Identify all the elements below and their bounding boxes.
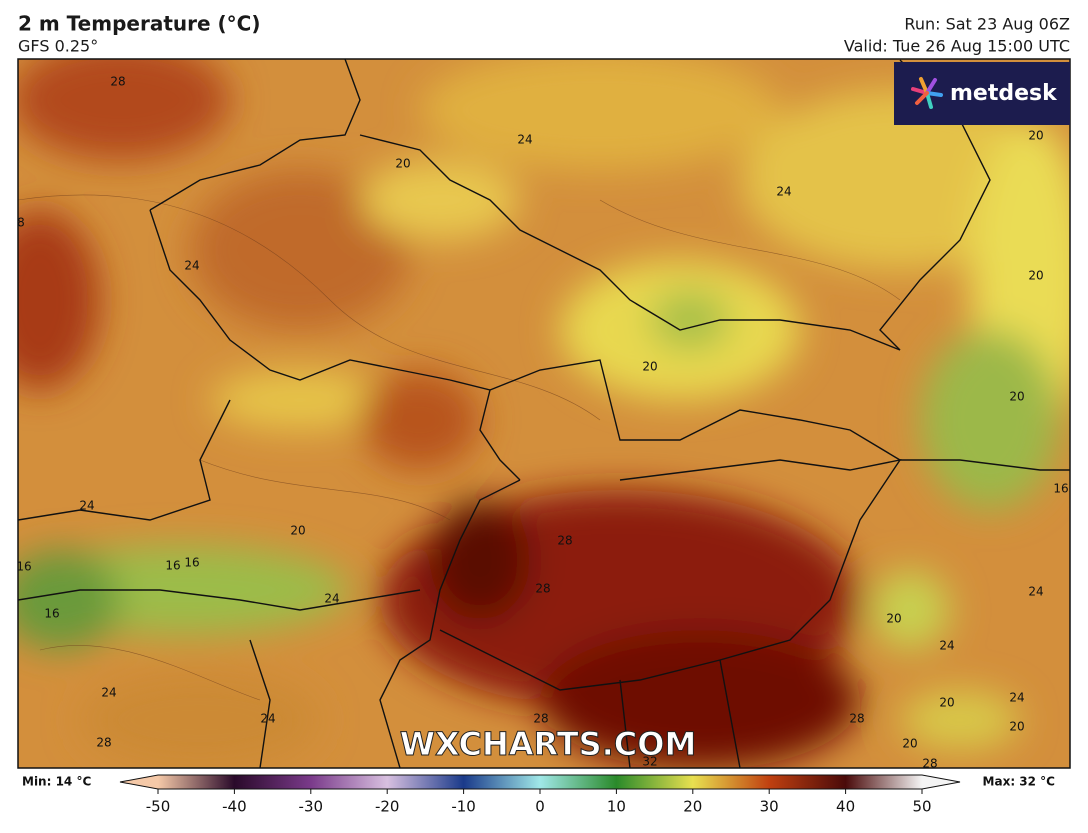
contour-label: 16	[1053, 482, 1068, 496]
colorbar-tick-label: 10	[607, 798, 626, 816]
contour-label: 28	[533, 712, 548, 726]
contour-label: 8	[17, 216, 25, 230]
contour-label: 20	[395, 157, 410, 171]
contour-label: 24	[184, 259, 199, 273]
logo-text: metdesk	[950, 81, 1058, 106]
subtitle: GFS 0.25°	[18, 37, 98, 56]
contour-label: 24	[1009, 691, 1024, 705]
colorbar-tick-label: 0	[535, 798, 545, 816]
colorbar-ticks: -50 -40 -30 -20 -10 0 10 20 30 40 50	[146, 789, 932, 816]
colorbar-tick-label: 40	[836, 798, 855, 816]
map	[18, 59, 1070, 768]
contour-label: 20	[290, 524, 305, 538]
colorbar-tick-label: 30	[760, 798, 779, 816]
contour-label: 28	[110, 75, 125, 89]
contour-label: 24	[776, 185, 791, 199]
contour-label: 16	[165, 559, 180, 573]
contour-label: 24	[79, 499, 94, 513]
watermark: WXCHARTS.COM	[400, 725, 697, 763]
contour-label: 20	[1028, 129, 1043, 143]
colorbar-tick-label: -20	[375, 798, 400, 816]
contour-label: 28	[557, 534, 572, 548]
contour-label: 28	[535, 582, 550, 596]
colorbar-tick-label: -40	[222, 798, 247, 816]
contour-label: 24	[324, 592, 339, 606]
contour-label: 24	[260, 712, 275, 726]
min-label: Min: 14 °C	[22, 775, 91, 789]
contour-label: 20	[1028, 269, 1043, 283]
colorbar-tick-label: 50	[912, 798, 931, 816]
contour-label: 16	[44, 607, 59, 621]
contour-label: 24	[1028, 585, 1043, 599]
colorbar-tick-label: -50	[146, 798, 171, 816]
contour-label: 20	[902, 737, 917, 751]
colorbar-tick-label: -30	[299, 798, 324, 816]
title: 2 m Temperature (°C)	[18, 12, 260, 36]
colorbar-tick-label: 20	[683, 798, 702, 816]
contour-label: 24	[939, 639, 954, 653]
contour-label: 16	[184, 556, 199, 570]
colorbar-tick-label: -10	[451, 798, 476, 816]
max-label: Max: 32 °C	[983, 775, 1056, 789]
valid-time: Valid: Tue 26 Aug 15:00 UTC	[844, 37, 1070, 56]
contour-label: 24	[517, 133, 532, 147]
colorbar	[119, 774, 961, 790]
contour-label: 20	[1009, 390, 1024, 404]
contour-label: 24	[101, 686, 116, 700]
contour-labels: 28 20 24 24 20 8 24 20 20 20 16 24 20 28 16 16 16 28 24 16 2…	[16, 75, 1068, 771]
contour-label: 20	[642, 360, 657, 374]
contour-label: 20	[1009, 720, 1024, 734]
contour-label: 16	[16, 560, 31, 574]
logo-icon	[911, 77, 943, 109]
contour-label: 32	[642, 755, 657, 769]
contour-label: 28	[96, 736, 111, 750]
contour-label: 20	[939, 696, 954, 710]
run-time: Run: Sat 23 Aug 06Z	[904, 15, 1070, 34]
contour-label: 20	[886, 612, 901, 626]
contour-label: 28	[922, 757, 937, 771]
contour-label: 28	[849, 712, 864, 726]
